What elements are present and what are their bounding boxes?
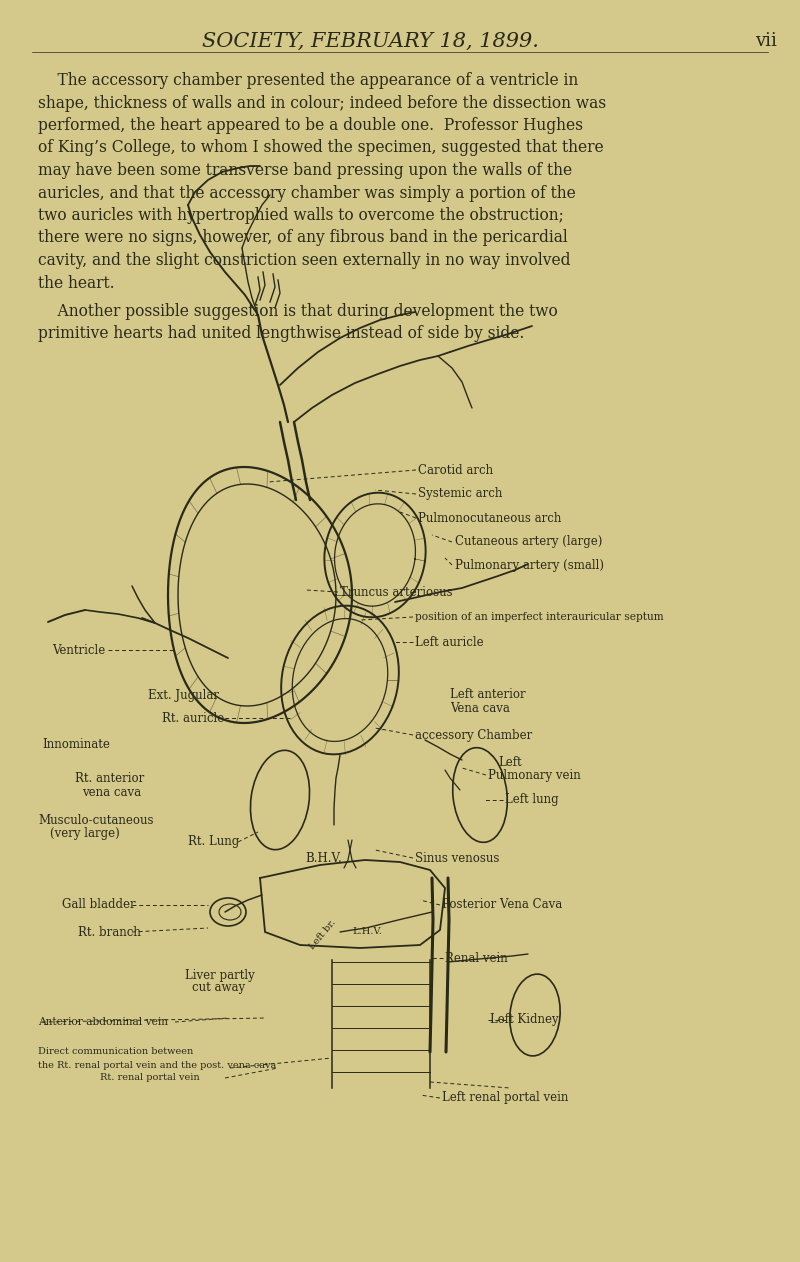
Text: Rt. Lung: Rt. Lung: [188, 835, 239, 848]
Text: accessory Chamber: accessory Chamber: [415, 728, 532, 742]
Text: Truncus arteriosus: Truncus arteriosus: [340, 586, 453, 598]
Text: auricles, and that the accessory chamber was simply a portion of the: auricles, and that the accessory chamber…: [38, 184, 576, 202]
Text: Renal vein: Renal vein: [445, 952, 508, 964]
Text: Rt. auricle: Rt. auricle: [162, 712, 224, 724]
Text: Left Kidney: Left Kidney: [490, 1013, 558, 1026]
Text: Liver partly: Liver partly: [185, 968, 254, 982]
Text: Posterior Vena Cava: Posterior Vena Cava: [442, 899, 562, 911]
Text: cut away: cut away: [192, 982, 245, 994]
Text: (very large): (very large): [50, 828, 120, 840]
Text: Another possible suggestion is that during development the two: Another possible suggestion is that duri…: [38, 303, 558, 321]
Text: Ventricle: Ventricle: [52, 644, 106, 656]
Text: may have been some transverse band pressing upon the walls of the: may have been some transverse band press…: [38, 162, 572, 179]
Text: Left lung: Left lung: [505, 794, 558, 806]
Text: the heart.: the heart.: [38, 275, 114, 292]
Text: Left: Left: [498, 756, 522, 769]
Text: Pulmonary artery (small): Pulmonary artery (small): [455, 559, 604, 572]
Text: Cutaneous artery (large): Cutaneous artery (large): [455, 535, 602, 549]
Text: Sinus venosus: Sinus venosus: [415, 852, 499, 864]
Text: L.H.V.: L.H.V.: [352, 928, 382, 936]
Text: primitive hearts had united lengthwise instead of side by side.: primitive hearts had united lengthwise i…: [38, 326, 524, 342]
Text: Carotid arch: Carotid arch: [418, 463, 493, 477]
Text: SOCIETY, FEBRUARY 18, 1899.: SOCIETY, FEBRUARY 18, 1899.: [202, 32, 538, 50]
Text: Left anterior: Left anterior: [450, 689, 526, 702]
Text: position of an imperfect interauricular septum: position of an imperfect interauricular …: [415, 612, 664, 622]
Text: Rt. anterior: Rt. anterior: [75, 771, 144, 785]
Text: of King’s College, to whom I showed the specimen, suggested that there: of King’s College, to whom I showed the …: [38, 140, 604, 156]
Text: Musculo-cutaneous: Musculo-cutaneous: [38, 814, 154, 827]
Text: the Rt. renal portal vein and the post. vena cava: the Rt. renal portal vein and the post. …: [38, 1060, 276, 1069]
Text: Ext. Jugular: Ext. Jugular: [148, 689, 219, 702]
Text: Gall bladder: Gall bladder: [62, 899, 136, 911]
Text: B.H.V.: B.H.V.: [305, 852, 342, 864]
Text: shape, thickness of walls and in colour; indeed before the dissection was: shape, thickness of walls and in colour;…: [38, 95, 606, 111]
Text: vii: vii: [755, 32, 777, 50]
Text: Direct communication between: Direct communication between: [38, 1047, 194, 1056]
Text: two auricles with hypertrophied walls to overcome the obstruction;: two auricles with hypertrophied walls to…: [38, 207, 564, 223]
Text: Rt. renal portal vein: Rt. renal portal vein: [100, 1074, 200, 1083]
Text: Pulmonary vein: Pulmonary vein: [488, 769, 581, 781]
Text: Systemic arch: Systemic arch: [418, 487, 502, 501]
Text: Pulmonocutaneous arch: Pulmonocutaneous arch: [418, 511, 562, 525]
Text: cavity, and the slight constriction seen externally in no way involved: cavity, and the slight constriction seen…: [38, 252, 570, 269]
Text: Anterior abdominal vein: Anterior abdominal vein: [38, 1017, 168, 1027]
Text: Left br.: Left br.: [308, 919, 338, 952]
Text: vena cava: vena cava: [82, 785, 141, 799]
Text: Vena cava: Vena cava: [450, 703, 510, 716]
Text: there were no signs, however, of any fibrous band in the pericardial: there were no signs, however, of any fib…: [38, 230, 568, 246]
Text: The accessory chamber presented the appearance of a ventricle in: The accessory chamber presented the appe…: [38, 72, 578, 90]
Text: Rt. branch: Rt. branch: [78, 925, 141, 939]
Text: Innominate: Innominate: [42, 738, 110, 751]
Text: Left auricle: Left auricle: [415, 636, 484, 649]
Text: performed, the heart appeared to be a double one.  Professor Hughes: performed, the heart appeared to be a do…: [38, 117, 583, 134]
Text: Left renal portal vein: Left renal portal vein: [442, 1092, 568, 1104]
